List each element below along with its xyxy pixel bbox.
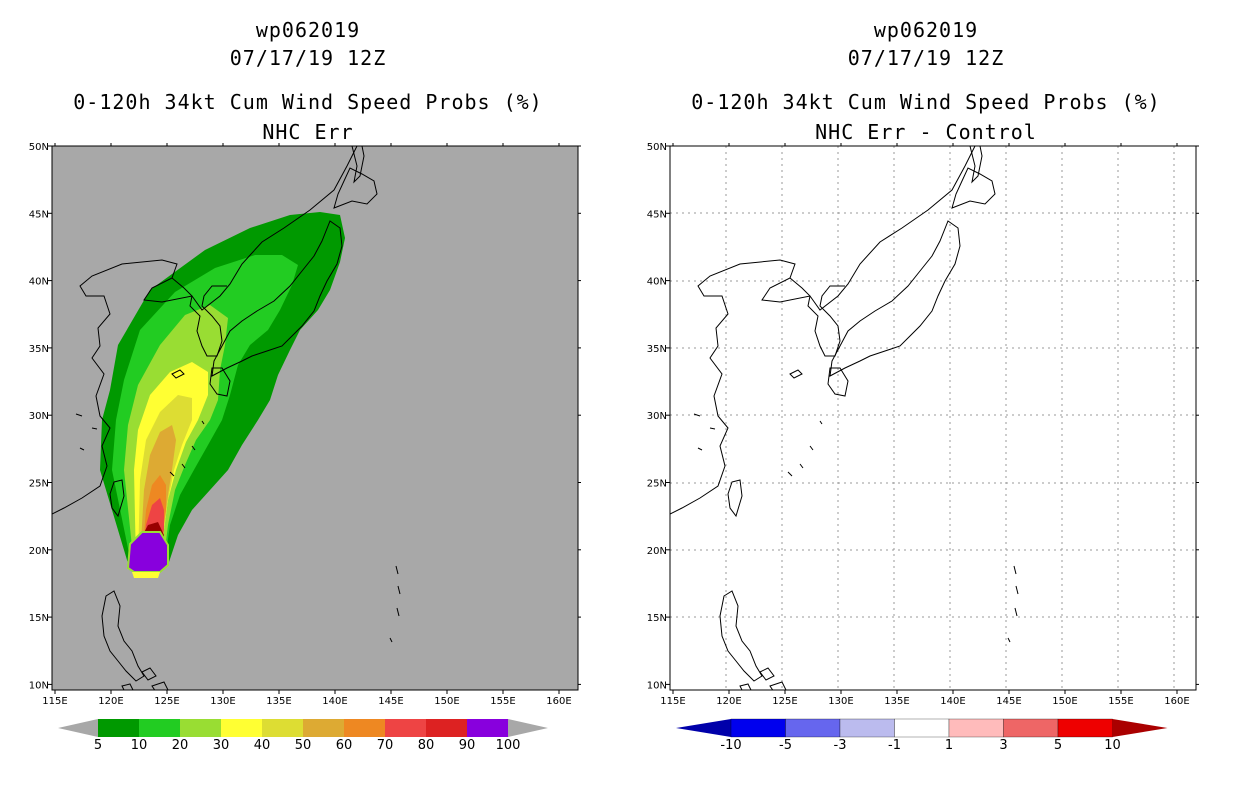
- lon-tick-label: 145E: [378, 696, 403, 707]
- colorbar-swatch: [98, 719, 139, 737]
- lon-tick-label: 160E: [1164, 696, 1189, 707]
- lat-tick-label: 20N: [29, 546, 49, 557]
- lon-tick-label: 115E: [42, 696, 67, 707]
- colorbar-swatch: [385, 719, 426, 737]
- lon-tick-label: 135E: [884, 696, 909, 707]
- lon-tick-label: 130E: [828, 696, 853, 707]
- left-title-product: 0-120h 34kt Cum Wind Speed Probs (%): [73, 90, 543, 114]
- colorbar-swatch: [1057, 718, 1113, 738]
- lon-tick-label: 120E: [98, 696, 123, 707]
- colorbar-over-arrow: [1112, 719, 1168, 737]
- right-map: [669, 145, 1197, 691]
- left-title-model: NHC Err: [262, 120, 354, 144]
- colorbar-swatch: [180, 719, 221, 737]
- colorbar-label: 50: [295, 738, 312, 753]
- lon-tick-label: 150E: [434, 696, 459, 707]
- colorbar-label: 40: [254, 738, 271, 753]
- lat-tick-label: 10N: [29, 680, 49, 691]
- colorbar-over-arrow: [508, 719, 548, 737]
- lat-tick-label: 45N: [29, 209, 49, 220]
- lat-tick-label: 25N: [647, 479, 667, 490]
- lon-tick-label: 145E: [996, 696, 1021, 707]
- right-axes: 115E 120E 125E 130E 135E 140E 145E 150E 155E 160E…: [647, 142, 1199, 707]
- colorbar-label: 30: [213, 738, 230, 753]
- colorbar-label: 20: [172, 738, 189, 753]
- colorbar-label: -3: [834, 738, 847, 753]
- lat-tick-label: 15N: [29, 613, 49, 624]
- lat-tick-label: 25N: [29, 479, 49, 490]
- lat-tick-label: 50N: [29, 142, 49, 153]
- colorbar-label: 5: [94, 738, 102, 753]
- colorbar-label: 10: [131, 738, 148, 753]
- colorbar-label: 70: [377, 738, 394, 753]
- left-title-storm: wp062019: [255, 18, 361, 42]
- colorbar-swatch: [221, 719, 262, 737]
- lon-tick-label: 135E: [266, 696, 291, 707]
- right-title-model: NHC Err - Control: [815, 120, 1037, 144]
- left-map: [51, 145, 579, 691]
- left-map-frame: [51, 145, 579, 691]
- colorbar-swatch: [785, 718, 841, 738]
- lon-tick-label: 140E: [940, 696, 965, 707]
- colorbar-swatch: [303, 719, 344, 737]
- left-colorbar: 5 10 20 30 40 50 60 70 80 90 100: [58, 719, 548, 753]
- colorbar-label: 10: [1104, 738, 1121, 753]
- lon-tick-label: 120E: [716, 696, 741, 707]
- colorbar-swatch: [730, 718, 786, 738]
- colorbar-label: -5: [779, 738, 792, 753]
- right-gridlines: [670, 146, 1196, 690]
- right-map-frame: [669, 145, 1197, 691]
- colorbar-swatch: [1003, 718, 1059, 738]
- right-colorbar: -10 -5 -3 -1 1 3 5 10: [676, 718, 1168, 753]
- colorbar-swatch: [948, 718, 1004, 738]
- lat-tick-label: 10N: [647, 680, 667, 691]
- lat-tick-label: 20N: [647, 546, 667, 557]
- lon-tick-label: 130E: [210, 696, 235, 707]
- contour-100-base: [132, 572, 160, 578]
- right-title-storm: wp062019: [873, 18, 979, 42]
- probability-contours: [52, 146, 401, 690]
- lat-tick-label: 40N: [29, 277, 49, 288]
- colorbar-swatch: [839, 718, 895, 738]
- colorbar-label: 80: [418, 738, 435, 753]
- colorbar-swatch: [426, 719, 467, 737]
- left-axes: 115E 120E 125E 130E 135E 140E 145E 150E 155E 160E…: [29, 142, 581, 707]
- colorbar-swatch: [262, 719, 303, 737]
- lat-tick-label: 40N: [647, 277, 667, 288]
- colorbar-label: 5: [1054, 738, 1062, 753]
- lon-tick-label: 115E: [660, 696, 685, 707]
- lon-tick-label: 155E: [490, 696, 515, 707]
- lat-tick-label: 45N: [647, 209, 667, 220]
- right-map-background: [670, 146, 1196, 690]
- lon-tick-label: 125E: [154, 696, 179, 707]
- lat-tick-label: 50N: [647, 142, 667, 153]
- colorbar-label: -1: [888, 738, 901, 753]
- lon-tick-label: 125E: [772, 696, 797, 707]
- colorbar-label: 100: [496, 738, 521, 753]
- lon-tick-label: 155E: [1108, 696, 1133, 707]
- left-title-date: 07/17/19 12Z: [229, 46, 387, 70]
- lon-tick-label: 160E: [546, 696, 571, 707]
- lon-tick-label: 140E: [322, 696, 347, 707]
- colorbar-label: 60: [336, 738, 353, 753]
- lat-tick-label: 35N: [29, 344, 49, 355]
- lat-tick-label: 15N: [647, 613, 667, 624]
- colorbar-label: 3: [999, 738, 1007, 753]
- colorbar-label: 1: [945, 738, 953, 753]
- right-title-date: 07/17/19 12Z: [847, 46, 1005, 70]
- colorbar-under-arrow: [676, 719, 731, 737]
- right-title-product: 0-120h 34kt Cum Wind Speed Probs (%): [691, 90, 1161, 114]
- lat-tick-label: 30N: [647, 411, 667, 422]
- colorbar-swatch-max: [467, 719, 508, 737]
- colorbar-swatch: [894, 718, 950, 738]
- colorbar-under-arrow: [58, 719, 98, 737]
- colorbar-label: -10: [720, 738, 741, 753]
- colorbar-label: 90: [459, 738, 476, 753]
- lat-tick-label: 35N: [647, 344, 667, 355]
- colorbar-swatch: [344, 719, 385, 737]
- lon-tick-label: 150E: [1052, 696, 1077, 707]
- lat-tick-label: 30N: [29, 411, 49, 422]
- colorbar-swatch: [139, 719, 180, 737]
